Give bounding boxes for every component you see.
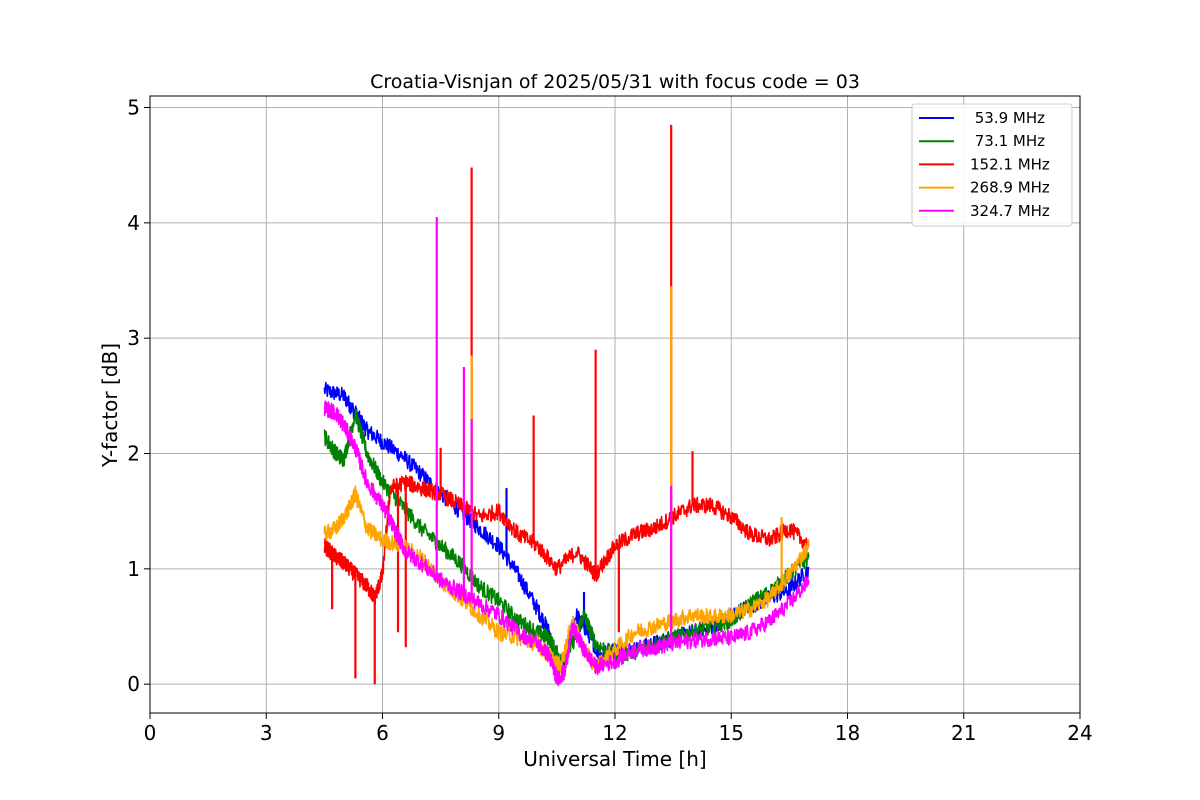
chart-title: Croatia-Visnjan of 2025/05/31 with focus… — [370, 71, 860, 93]
x-tick-label: 3 — [260, 721, 273, 745]
plot-area — [323, 124, 810, 686]
legend: 53.9 MHz 73.1 MHz 152.1 MHz 268.9 MHz 324.7… — [911, 103, 1073, 227]
y-tick-label: 3 — [127, 326, 140, 350]
x-axis-label: Universal Time [h] — [523, 747, 706, 771]
x-tick-label: 12 — [602, 721, 627, 745]
x-tick-label: 0 — [144, 721, 157, 745]
series-line-1 — [323, 408, 810, 668]
y-tick-label: 5 — [127, 96, 140, 120]
y-tick-label: 2 — [127, 442, 140, 466]
legend-label: 73.1 MHz — [970, 132, 1045, 150]
legend-label: 53.9 MHz — [970, 109, 1045, 127]
y-axis: 0 1 2 3 4 5 — [127, 96, 150, 696]
series-line-3 — [323, 485, 810, 675]
y-tick-label: 0 — [127, 672, 140, 696]
x-tick-label: 21 — [951, 721, 976, 745]
x-axis: 0 3 6 9 12 15 18 21 24 — [144, 713, 1093, 745]
y-tick-label: 1 — [127, 557, 140, 581]
x-tick-label: 24 — [1067, 721, 1092, 745]
x-tick-label: 15 — [719, 721, 744, 745]
legend-label: 324.7 MHz — [970, 202, 1050, 220]
y-tick-label: 4 — [127, 211, 140, 235]
series-line-4 — [323, 400, 810, 686]
y-axis-label: Y-factor [dB] — [98, 343, 122, 468]
x-tick-label: 6 — [376, 721, 389, 745]
x-tick-label: 18 — [835, 721, 860, 745]
legend-label: 268.9 MHz — [970, 179, 1050, 197]
x-tick-label: 9 — [492, 721, 505, 745]
legend-label: 152.1 MHz — [970, 155, 1050, 173]
legend-box — [911, 103, 1073, 227]
series-line-2 — [323, 474, 810, 605]
